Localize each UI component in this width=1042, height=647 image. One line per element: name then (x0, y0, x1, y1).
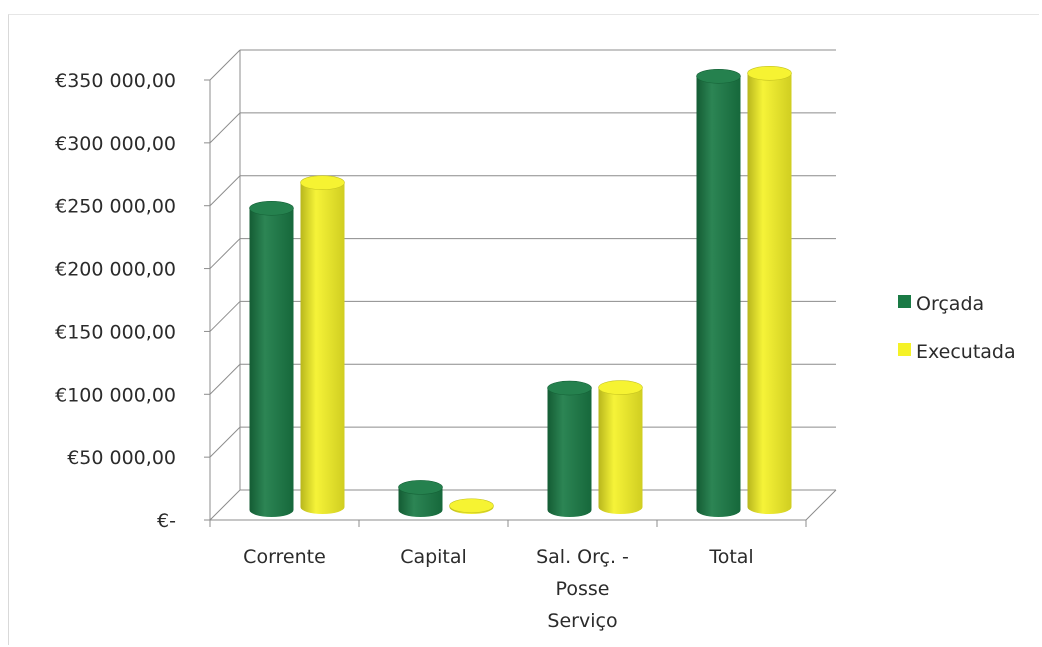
x-category-label: Capital (400, 546, 467, 568)
floor-edge (805, 489, 837, 521)
gridline-depth (209, 175, 241, 207)
legend-label-orçada: Orçada (916, 293, 984, 315)
y-tick-label: €50 000,00 (67, 447, 176, 469)
legend-label-executada: Executada (916, 341, 1016, 363)
gridline-depth (209, 112, 241, 144)
bar-body (398, 487, 443, 517)
gridline-depth (209, 363, 241, 395)
bar-orçada (249, 200, 294, 518)
gridline-depth (209, 49, 241, 81)
bar-top (249, 200, 294, 216)
gridline-depth (209, 301, 241, 332)
x-category-label: Total (708, 546, 753, 568)
bar-orçada (547, 380, 592, 517)
legend-swatch-executada (898, 343, 911, 356)
y-tick-label: €350 000,00 (55, 70, 176, 92)
labels-layer: €- €50 000,00 €100 000,00 €150 000,00 €200 0… (55, 70, 754, 632)
x-category-label: Sal. Orç. - (536, 546, 629, 568)
bar-top (300, 175, 345, 190)
bar-top (598, 380, 643, 395)
x-category-label: Posse (556, 578, 610, 600)
y-tick-label: €200 000,00 (55, 259, 176, 281)
bar-body (547, 388, 592, 517)
bar-orçada (696, 68, 741, 518)
gridline-depth (209, 238, 241, 269)
bar-top (747, 65, 792, 81)
legend-swatch-orçada (898, 295, 911, 308)
bar-executada (747, 65, 792, 515)
y-tick-label: €250 000,00 (55, 196, 176, 218)
bar-top (696, 68, 741, 84)
bars-layer (249, 65, 792, 518)
bar-executada (449, 498, 494, 514)
bar-executada (598, 380, 643, 514)
bar-executada (300, 175, 345, 514)
gridline-depth (209, 426, 241, 458)
bar-body (300, 182, 345, 514)
y-tick-label: €- (157, 510, 176, 532)
bar-top (449, 498, 494, 514)
y-tick-label: €100 000,00 (55, 384, 176, 406)
bar-orçada (398, 480, 443, 517)
bar-body (747, 73, 792, 515)
bar-top (398, 480, 443, 495)
bar-body (249, 208, 294, 518)
legend: Orçada Executada (898, 293, 1016, 363)
x-category-label: Corrente (243, 546, 326, 568)
axis-layer (204, 50, 837, 527)
y-tick-label: €300 000,00 (55, 133, 176, 155)
bar-body (598, 387, 643, 514)
chart-frame (8, 14, 1039, 645)
bar-body (696, 76, 741, 518)
x-category-label: Serviço (547, 610, 617, 632)
y-tick-label: €150 000,00 (55, 321, 176, 343)
gridline-depth (209, 489, 241, 521)
bar-top (547, 380, 592, 396)
